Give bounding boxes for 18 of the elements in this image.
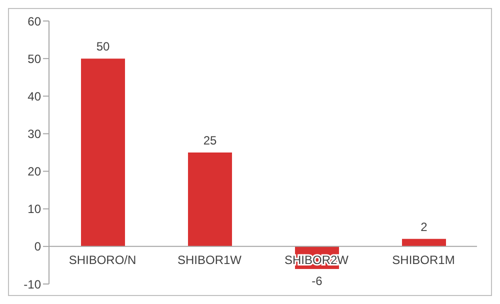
data-label: 25 bbox=[203, 134, 217, 148]
bar bbox=[402, 238, 446, 246]
y-tick-label: 50 bbox=[28, 52, 42, 66]
x-tick-label: SHIBOR1W bbox=[177, 253, 242, 268]
data-label: 2 bbox=[420, 220, 428, 234]
bar bbox=[188, 152, 232, 246]
data-label: 50 bbox=[96, 40, 110, 54]
y-tick-label: 20 bbox=[28, 164, 42, 179]
y-tick-label: -10 bbox=[24, 277, 42, 292]
bar bbox=[81, 58, 125, 246]
x-tick-label: SHIBORO/N bbox=[68, 253, 136, 268]
y-tick-label: 10 bbox=[28, 202, 42, 216]
y-tick-label: 40 bbox=[28, 89, 42, 104]
y-tick-label: 0 bbox=[34, 240, 42, 254]
x-tick-label: SHIBOR1M bbox=[392, 253, 455, 268]
data-label: -6 bbox=[312, 274, 323, 288]
y-tick-label: 60 bbox=[28, 14, 42, 28]
y-tick-label: 30 bbox=[28, 126, 42, 141]
